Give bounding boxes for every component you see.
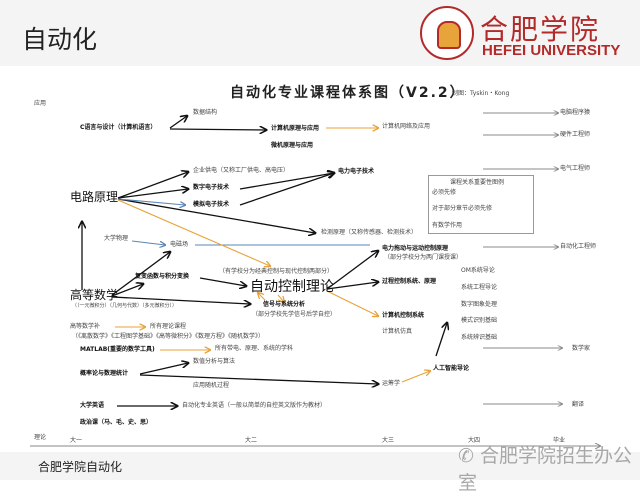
legend-item: 有数学作用 bbox=[432, 222, 463, 229]
course-node: 自动控制理论 bbox=[250, 279, 334, 295]
logo-en: HEFEI UNIVERSITY bbox=[482, 42, 621, 59]
course-note: （部分学校分为两门课授课） bbox=[384, 254, 463, 261]
career-label: 硬件工程师 bbox=[560, 131, 591, 138]
course-node: 应用随机过程 bbox=[193, 382, 230, 389]
footer-text: 合肥学院自动化 bbox=[38, 460, 123, 474]
header-bar bbox=[0, 0, 640, 66]
course-node: 计算机网络及应用 bbox=[382, 123, 431, 130]
watermark-text: 合肥学院招生办公室 bbox=[458, 445, 632, 494]
course-node: 数据结构 bbox=[193, 109, 218, 116]
course-node: OM系统导论 bbox=[461, 267, 495, 274]
course-node: 系统辨识基础 bbox=[461, 334, 498, 341]
course-note: （《离散数学》《工程图学基础》《高等微积分》《数理方程》《随机数学》） bbox=[72, 333, 265, 340]
page-title: 自动化 bbox=[22, 25, 98, 54]
course-note: （（一元微积分）（几何与代数）（多元微积分）） bbox=[72, 303, 178, 309]
course-node: 模式识别基础 bbox=[461, 317, 498, 324]
course-node: 所有带电、原理、系统的学科 bbox=[215, 345, 294, 352]
year-label: 大一 bbox=[70, 437, 83, 444]
year-label: 毕业 bbox=[553, 437, 566, 444]
axis-top-label: 应用 bbox=[34, 100, 47, 107]
course-node: MATLAB(重要的数学工具) bbox=[80, 346, 155, 353]
course-node: 复变函数与积分变换 bbox=[135, 273, 190, 280]
seal-icon bbox=[420, 6, 474, 60]
diagram-arrows bbox=[30, 0, 640, 480]
diagram-title: 自动化专业课程体系图（V2.2） bbox=[230, 85, 466, 101]
university-logo: 合肥学院 HEFEI UNIVERSITY bbox=[420, 6, 636, 62]
course-node: 大学英语 bbox=[80, 402, 105, 409]
axis-bottom-label: 理论 bbox=[34, 434, 47, 441]
course-node: 信号与系统分析 bbox=[263, 301, 306, 308]
author: 制图：Tyskin・Kong bbox=[452, 90, 510, 97]
course-node: 电路原理 bbox=[70, 190, 119, 204]
course-node: 企业供电（又称工厂供电、高电压） bbox=[193, 167, 290, 174]
legend-title: 课程关系重要性图例 bbox=[450, 179, 505, 186]
course-node: 政治课（马、毛、史、思） bbox=[80, 419, 153, 426]
legend-item: 必须先修 bbox=[432, 189, 457, 196]
course-node: 大学物理 bbox=[104, 235, 129, 242]
legend bbox=[428, 175, 534, 234]
career-label: 数学家 bbox=[572, 345, 591, 352]
course-node: 所有理论课程 bbox=[150, 323, 187, 330]
course-node: 计算机原理与应用 bbox=[271, 125, 320, 132]
course-node: 高等数学 bbox=[70, 288, 119, 302]
course-node: 微机原理与应用 bbox=[271, 142, 314, 149]
career-label: 翻译 bbox=[572, 401, 585, 408]
wechat-icon: ✆ bbox=[458, 445, 474, 467]
legend-item: 对于部分章节必须先修 bbox=[432, 205, 493, 212]
course-node: 概率论与数理统计 bbox=[80, 370, 129, 377]
footer-bar bbox=[0, 452, 640, 480]
course-note: （部分学校先学信号后学自控） bbox=[252, 311, 337, 318]
career-label: 自动化工程师 bbox=[560, 243, 597, 250]
year-label: 大二 bbox=[245, 437, 258, 444]
course-node: 运筹学 bbox=[382, 380, 401, 387]
logo-cn: 合肥学院 bbox=[480, 13, 601, 46]
year-label: 大三 bbox=[382, 437, 395, 444]
course-node: 模拟电子技术 bbox=[193, 201, 230, 208]
course-node: C语言与设计（计算机语言） bbox=[80, 124, 157, 131]
career-label: 电气工程师 bbox=[560, 165, 591, 172]
course-node: 检测原理（又称传感器、检测技术） bbox=[321, 229, 418, 236]
course-node: 计算机控制系统 bbox=[382, 312, 425, 319]
watermark: ✆ 合肥学院招生办公室 bbox=[458, 441, 640, 495]
course-node: 电力电子技术 bbox=[338, 168, 375, 175]
course-node: 数字电子技术 bbox=[193, 184, 230, 191]
course-node: 电磁场 bbox=[170, 241, 189, 248]
course-node: 数值分析与算法 bbox=[193, 358, 236, 365]
course-node: 系统工程导论 bbox=[461, 284, 498, 291]
career-label: 电脑程序猿 bbox=[560, 109, 591, 116]
course-note: （有学校分为经典控制与现代控制两部分） bbox=[219, 268, 334, 275]
year-label: 大四 bbox=[468, 437, 481, 444]
course-node: 电力拖动与运动控制原理 bbox=[382, 245, 449, 252]
course-node: 过程控制系统、原理 bbox=[382, 278, 437, 285]
course-node: 人工智能导论 bbox=[433, 365, 470, 372]
course-node: 自动化专业英语（一般以简单的自控英文版作为教材） bbox=[182, 402, 327, 409]
course-node: 数字图象处理 bbox=[461, 301, 498, 308]
course-node: 高等数学补 bbox=[70, 323, 101, 330]
course-node: 计算机仿真 bbox=[382, 328, 413, 335]
